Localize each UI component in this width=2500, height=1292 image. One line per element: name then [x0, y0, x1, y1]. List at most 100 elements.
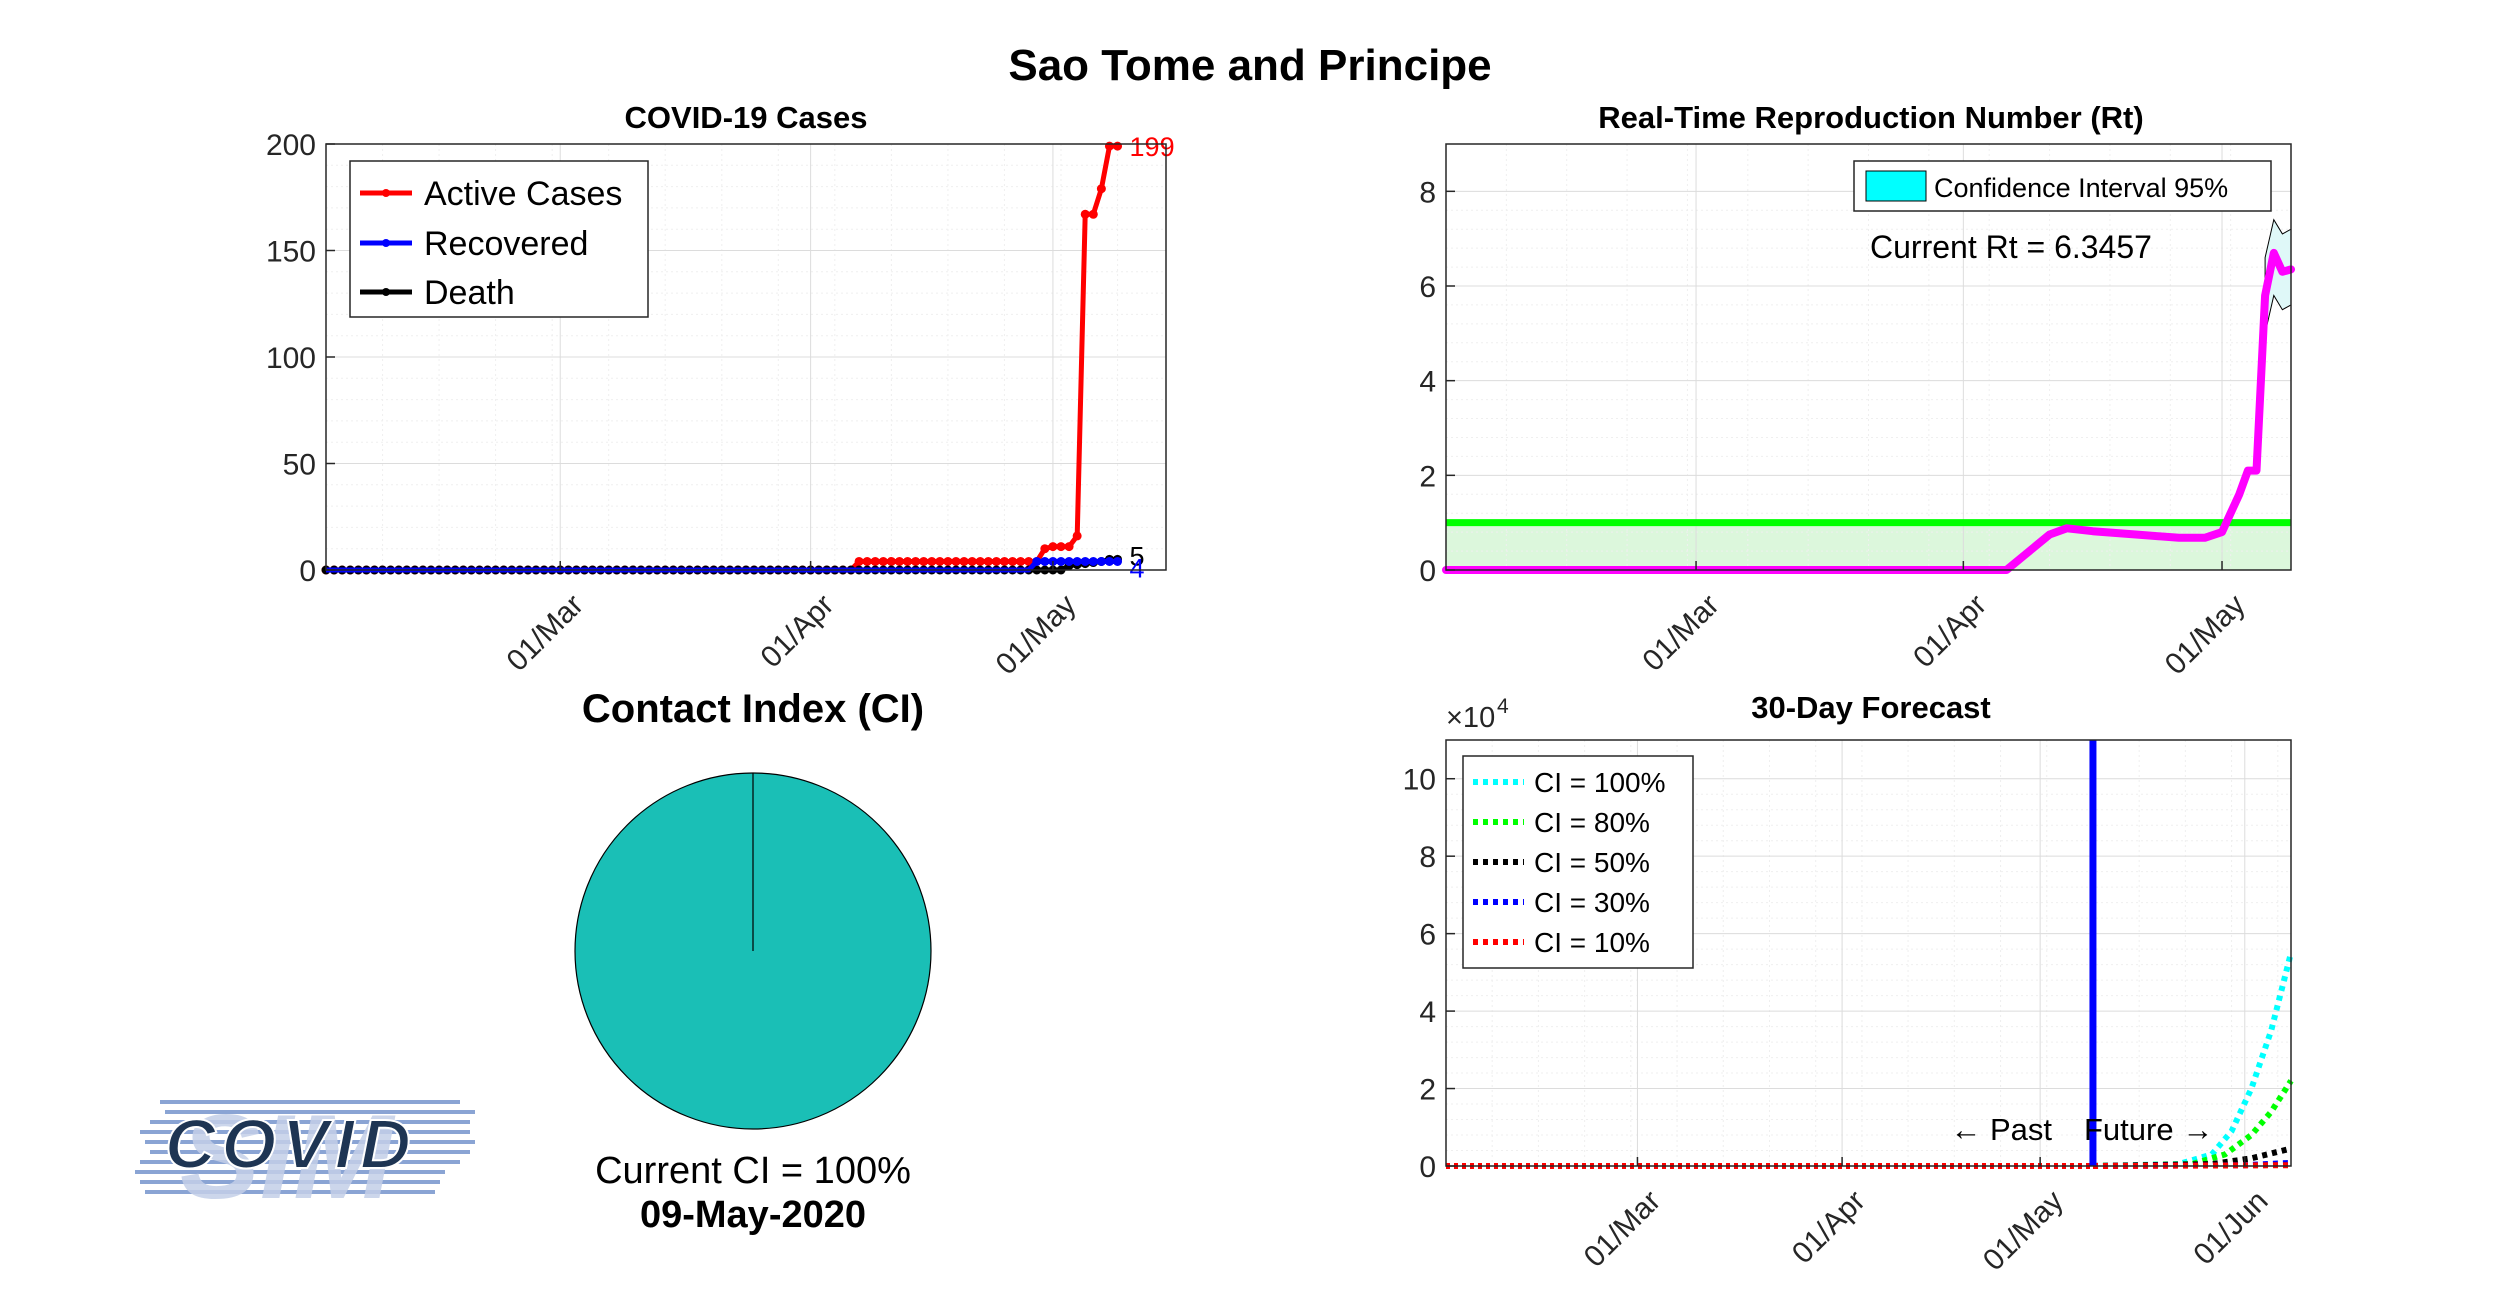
cases-point — [991, 556, 1001, 566]
legend-death: Death — [424, 274, 515, 312]
cases-point — [1113, 556, 1123, 566]
cases-point — [1040, 544, 1050, 554]
cases-end-label: 5 — [1130, 541, 1145, 571]
fc-legend-label: CI = 100% — [1534, 767, 1666, 798]
cases-point — [1080, 556, 1090, 566]
ci-legend-swatch — [1865, 170, 1927, 202]
cases-point — [1032, 556, 1042, 566]
cases-point — [1096, 556, 1106, 566]
rt-ytick-label: 8 — [1419, 176, 1436, 209]
cases-point — [1056, 556, 1066, 566]
current-ci-label: Current CI = 100% — [595, 1150, 911, 1192]
cases-point — [862, 556, 872, 566]
cases-xtick-label: 01/Apr — [754, 588, 840, 674]
fc-xtick-label: 01/Apr — [1786, 1184, 1872, 1270]
cases-title: COVID-19 Cases — [625, 100, 868, 135]
fc-line-100pct — [2092, 952, 2294, 1169]
cases-point — [983, 556, 993, 566]
cases-point — [1088, 209, 1098, 219]
rt-ytick-label: 2 — [1419, 460, 1436, 493]
cases-point — [1104, 141, 1114, 151]
rt-panel: Real-Time Reproduction Number (Rt) 01/Ma… — [1419, 100, 2295, 681]
cases-point — [1088, 556, 1098, 566]
covid-sim-logo: SIM COVID — [135, 1090, 475, 1224]
cases-legend: Active Cases Recovered Death — [349, 160, 649, 318]
cases-end-label: 4 — [1130, 553, 1145, 583]
cases-point — [1016, 556, 1026, 566]
cases-ytick-label: 100 — [266, 342, 316, 375]
cases-point — [975, 556, 985, 566]
cases-point — [903, 556, 913, 566]
forecast-y-multiplier: ×10 4 — [1446, 695, 1509, 734]
cases-ytick-label: 150 — [266, 236, 316, 269]
forecast-legend: CI = 100% CI = 80% CI = 50% CI = 30% CI = 10… — [1462, 755, 1694, 969]
forecast-panel: 30-Day Forecast ×10 4 01/Mar 01/Apr 01/May… — [1403, 690, 2294, 1277]
rt-legend: Confidence Interval 95% — [1853, 160, 2272, 212]
ci-title: Contact Index (CI) — [582, 687, 924, 731]
forecast-title: 30-Day Forecast — [1751, 690, 1991, 725]
cases-point — [943, 556, 953, 566]
cases-point — [919, 556, 929, 566]
cases-point — [1048, 542, 1058, 552]
legend-recovered: Recovered — [424, 225, 588, 263]
legend-active-cases: Active Cases — [424, 175, 622, 213]
fc-legend-label: CI = 80% — [1534, 807, 1650, 838]
fc-ytick-label: 6 — [1419, 919, 1436, 952]
fc-xtick-label: 01/May — [1977, 1184, 2070, 1277]
fc-legend-label: CI = 10% — [1534, 927, 1650, 958]
cases-panel: COVID-19 Cases 199 54 01/Mar 01/Apr 01/May 0… — [266, 100, 1175, 681]
fc-ytick-label: 2 — [1419, 1074, 1436, 1107]
current-rt-label: Current Rt = 6.3457 — [1870, 229, 2152, 265]
cases-point — [959, 556, 969, 566]
cases-point — [1064, 556, 1074, 566]
future-label: Future → — [2084, 1112, 2213, 1147]
cases-point — [886, 556, 896, 566]
fc-ytick-label: 4 — [1419, 996, 1436, 1029]
cases-point — [1064, 542, 1074, 552]
cases-point — [911, 556, 921, 566]
cases-point — [935, 556, 945, 566]
cases-point — [1080, 209, 1090, 219]
cases-point — [1024, 556, 1034, 566]
cases-point — [1040, 556, 1050, 566]
cases-point — [1056, 542, 1066, 552]
past-label: ← Past — [1950, 1112, 2052, 1147]
cases-point — [1008, 556, 1018, 566]
ci-panel: Contact Index (CI) Current CI = 100% 09-… — [574, 687, 932, 1236]
rt-xtick-label: 01/Mar — [1636, 588, 1725, 677]
fc-legend-label: CI = 30% — [1534, 887, 1650, 918]
forecast-axes-box — [1445, 739, 2292, 1167]
rt-axes-box — [1445, 143, 2292, 571]
rt-line — [1442, 248, 2295, 574]
y-multiplier-base: ×10 — [1446, 702, 1495, 734]
cases-point — [878, 556, 888, 566]
cases-point — [967, 556, 977, 566]
rt-ytick-label: 6 — [1419, 271, 1436, 304]
cases-point — [1113, 141, 1123, 151]
cases-point — [894, 556, 904, 566]
fc-ytick-label: 10 — [1403, 764, 1436, 797]
cases-point — [927, 556, 937, 566]
cases-xtick-label: 01/Mar — [501, 588, 590, 677]
fc-ytick-label: 8 — [1419, 841, 1436, 874]
cases-point — [1072, 531, 1082, 541]
fc-legend-label: CI = 50% — [1534, 847, 1650, 878]
cases-point — [1072, 556, 1082, 566]
cases-point — [1104, 556, 1114, 566]
ci-legend-label: Confidence Interval 95% — [1934, 173, 2228, 203]
fc-ytick-label: 0 — [1419, 1151, 1436, 1184]
cases-ytick-label: 200 — [266, 129, 316, 162]
cases-end-label: 199 — [1130, 132, 1175, 162]
fc-xtick-label: 01/Mar — [1578, 1184, 1667, 1273]
cases-point — [854, 556, 864, 566]
rt-ytick-label: 0 — [1419, 555, 1436, 588]
rt-title: Real-Time Reproduction Number (Rt) — [1598, 100, 2143, 135]
logo-covid-text: COVID — [165, 1105, 417, 1183]
cases-xtick-label: 01/May — [990, 588, 1083, 681]
cases-ytick-label: 0 — [299, 555, 316, 588]
rt-ytick-label: 4 — [1419, 366, 1436, 399]
cases-point — [1096, 184, 1106, 194]
cases-point — [951, 556, 961, 566]
rt-xtick-label: 01/May — [2159, 588, 2252, 681]
